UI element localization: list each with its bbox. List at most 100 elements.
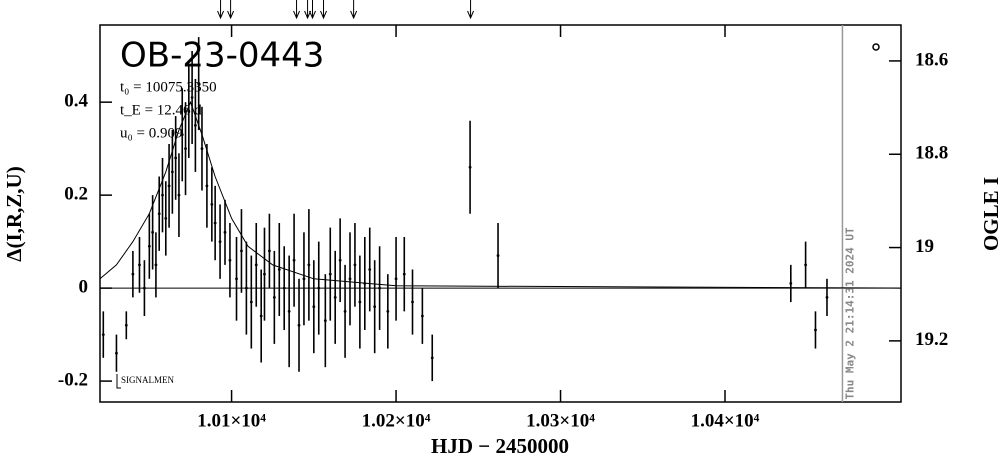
data-point bbox=[317, 286, 321, 290]
data-point bbox=[282, 286, 286, 290]
data-point bbox=[297, 323, 301, 327]
parameter: t_E = 12.46 d bbox=[120, 102, 202, 118]
alert-arrow bbox=[227, 0, 235, 20]
alert-arrow bbox=[467, 0, 475, 20]
data-point bbox=[430, 356, 434, 360]
data-point bbox=[164, 216, 168, 220]
data-point bbox=[292, 258, 296, 262]
data-point bbox=[343, 309, 347, 313]
chart-title: OB-23-0443 bbox=[120, 36, 324, 76]
data-point bbox=[240, 249, 243, 253]
data-point bbox=[138, 263, 141, 267]
x-axis-label: HJD − 2450000 bbox=[431, 434, 569, 458]
data-point bbox=[496, 254, 500, 257]
data-point bbox=[218, 240, 222, 244]
data-point bbox=[277, 268, 281, 271]
data-point bbox=[151, 230, 155, 234]
data-point bbox=[402, 272, 406, 276]
data-point bbox=[210, 203, 214, 206]
data-point bbox=[190, 96, 194, 99]
data-point bbox=[333, 296, 337, 299]
data-point bbox=[154, 263, 158, 267]
alert-arrow bbox=[309, 0, 316, 20]
alert-arrow bbox=[350, 0, 358, 20]
data-point bbox=[814, 328, 817, 332]
y-tick-label: 0.4 bbox=[64, 91, 88, 112]
x-tick-label: 1.01×10⁴ bbox=[197, 410, 266, 431]
data-point bbox=[200, 147, 204, 151]
data-point bbox=[268, 249, 271, 253]
data-point bbox=[411, 300, 414, 304]
data-point bbox=[804, 263, 808, 267]
y2-tick-label: 18.8 bbox=[915, 143, 948, 164]
data-point bbox=[272, 296, 276, 299]
data-point bbox=[213, 221, 217, 225]
y-tick-label: 0 bbox=[79, 276, 89, 297]
data-point bbox=[373, 305, 377, 309]
data-point bbox=[263, 272, 266, 276]
data-point bbox=[368, 268, 372, 271]
timestamp: Thu May 2 21:14:31 2024 UT bbox=[843, 227, 856, 400]
data-point bbox=[307, 263, 311, 267]
parameter: u₀ = 0.909 bbox=[120, 125, 182, 141]
alert-arrow bbox=[320, 0, 327, 20]
data-point bbox=[161, 193, 164, 197]
plot-frame bbox=[99, 24, 902, 403]
y2-axis-label: OGLE I bbox=[979, 177, 1003, 251]
y-tick-label: 0.2 bbox=[64, 183, 88, 204]
data-point bbox=[468, 165, 472, 169]
data-point bbox=[358, 300, 362, 304]
data-point bbox=[287, 309, 291, 313]
y2-tick-label: 18.6 bbox=[915, 49, 948, 70]
alert-arrow bbox=[304, 0, 312, 20]
data-point bbox=[302, 277, 306, 281]
symbol bbox=[872, 43, 880, 51]
y-axis-label: Δ(I,R,Z,U) bbox=[2, 166, 26, 261]
data-point bbox=[254, 263, 258, 267]
data-point bbox=[249, 300, 253, 304]
data-point bbox=[115, 351, 118, 355]
y2-tick-label: 19.2 bbox=[915, 329, 948, 350]
alert-arrow bbox=[217, 0, 225, 20]
data-point bbox=[174, 156, 178, 160]
data-point bbox=[157, 212, 161, 216]
data-point bbox=[170, 170, 174, 174]
source-bracket bbox=[116, 374, 121, 389]
data-point bbox=[363, 282, 367, 285]
data-point bbox=[244, 286, 248, 290]
alert-arrow bbox=[293, 0, 301, 20]
data-point bbox=[147, 244, 151, 248]
data-point bbox=[228, 258, 232, 262]
data-point bbox=[197, 82, 201, 85]
data-point bbox=[386, 309, 390, 313]
data-point bbox=[789, 282, 793, 285]
data-point bbox=[223, 230, 227, 234]
source-label: SIGNALMEN bbox=[121, 375, 174, 385]
data-point bbox=[124, 323, 128, 327]
data-point bbox=[420, 314, 424, 318]
data-point bbox=[205, 184, 209, 188]
data-point bbox=[193, 124, 197, 127]
x-tick-label: 1.03×10⁴ bbox=[526, 410, 595, 431]
data-point bbox=[353, 263, 357, 267]
data-point bbox=[101, 333, 105, 336]
data-point bbox=[184, 147, 187, 151]
y-tick-label: -0.2 bbox=[58, 369, 88, 390]
data-point bbox=[259, 314, 263, 318]
data-point bbox=[323, 319, 327, 323]
data-point bbox=[328, 272, 332, 276]
y2-tick-label: 19 bbox=[915, 236, 934, 257]
data-point bbox=[378, 286, 382, 290]
x-tick-label: 1.02×10⁴ bbox=[362, 410, 431, 431]
data-point bbox=[394, 277, 398, 281]
data-point bbox=[143, 286, 146, 290]
data-point bbox=[338, 258, 342, 262]
data-point bbox=[187, 110, 191, 113]
data-point bbox=[235, 277, 238, 281]
data-point bbox=[167, 184, 171, 188]
x-tick-label: 1.04×10⁴ bbox=[691, 410, 760, 431]
data-point bbox=[348, 277, 352, 281]
data-point bbox=[131, 272, 135, 276]
